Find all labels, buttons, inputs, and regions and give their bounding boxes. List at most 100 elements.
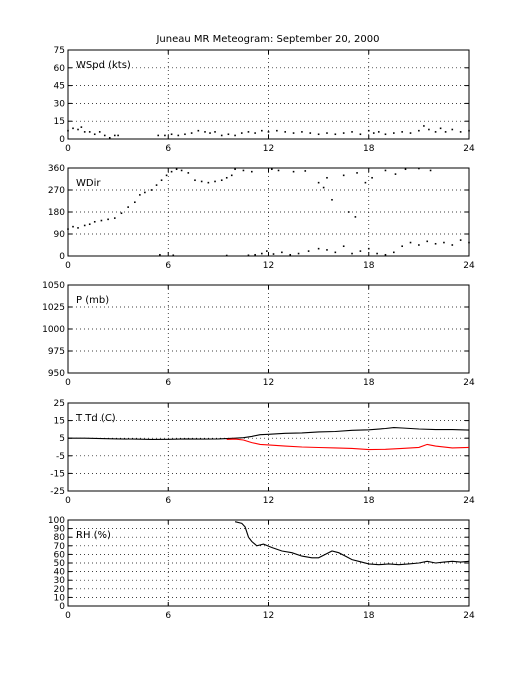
data-point (108, 137, 111, 139)
panel-1: 0 6 12 18 24 0 15 30 45 60 75 WSpd (kts) (54, 46, 475, 154)
data-point (428, 128, 430, 131)
data-point (326, 249, 328, 251)
data-point (423, 125, 425, 127)
data-point (204, 131, 206, 133)
data-point (220, 179, 223, 182)
data-point (331, 198, 333, 201)
data-point (100, 219, 103, 222)
x-tick-label: 18 (363, 378, 375, 388)
y-tick-label: 60 (54, 550, 66, 560)
data-point (234, 134, 236, 137)
x-tick-label: 24 (463, 496, 475, 506)
y-tick-label: 0 (59, 135, 65, 145)
panel-2: 0 6 12 18 24 0 90 180 270 360 WDir (48, 164, 475, 271)
y-tick-label: 1050 (42, 281, 65, 291)
data-point (214, 131, 216, 133)
data-point (240, 132, 243, 134)
y-tick-label: 90 (54, 525, 66, 535)
y-tick-label: 45 (54, 82, 65, 92)
data-point (159, 253, 161, 256)
x-tick-label: 0 (65, 261, 71, 271)
data-point (187, 172, 190, 174)
data-point (334, 251, 337, 254)
y-tick-label: 50 (54, 559, 66, 569)
data-point (342, 132, 345, 134)
y-tick-label: -15 (50, 469, 65, 479)
y-tick-label: 70 (54, 542, 66, 552)
data-point (214, 180, 216, 183)
data-point (266, 250, 268, 252)
data-point (77, 128, 79, 131)
x-tick-label: 24 (463, 144, 475, 154)
data-point (317, 133, 320, 136)
data-point (254, 132, 256, 134)
panel-label: P (mb) (76, 295, 109, 306)
data-point (230, 174, 233, 177)
panel-label: RH (%) (76, 530, 111, 541)
y-tick-label: 90 (54, 230, 66, 240)
data-point (326, 176, 328, 179)
data-point (194, 179, 196, 182)
y-tick-label: 0 (59, 602, 65, 612)
data-point (376, 252, 378, 255)
data-point (83, 131, 86, 133)
x-tick-label: 0 (65, 496, 71, 506)
data-point (117, 134, 119, 137)
data-point (207, 181, 210, 184)
data-point (372, 132, 375, 134)
x-tick-label: 0 (65, 378, 71, 388)
data-point (103, 134, 106, 137)
data-point (409, 132, 412, 134)
data-point (77, 227, 79, 229)
data-point (134, 201, 136, 204)
y-tick-label: 40 (54, 568, 66, 578)
data-point (83, 224, 86, 227)
data-point (354, 216, 357, 218)
data-point (434, 242, 437, 245)
data-point (434, 131, 437, 133)
data-point (67, 129, 69, 132)
data-point (451, 128, 454, 131)
data-point (342, 245, 345, 248)
panel-label: WDir (76, 178, 101, 189)
data-point (289, 253, 292, 256)
data-point (359, 250, 362, 252)
y-tick-label: 60 (54, 64, 66, 74)
y-tick-label: 360 (48, 164, 65, 174)
data-point (401, 245, 403, 248)
data-point (394, 173, 397, 175)
data-point (184, 133, 186, 136)
data-point (292, 132, 295, 134)
series-line-2 (226, 438, 470, 451)
data-point (107, 218, 109, 221)
data-point (367, 129, 370, 132)
x-tick-label: 6 (165, 611, 171, 621)
data-point (139, 194, 141, 196)
data-point (80, 126, 83, 128)
data-point (377, 131, 380, 133)
x-tick-label: 18 (363, 496, 375, 506)
series-line-1 (234, 521, 470, 566)
data-point (209, 132, 211, 134)
y-tick-label: 30 (54, 576, 66, 586)
data-point (418, 167, 420, 170)
data-point (393, 251, 395, 254)
data-point (242, 169, 245, 172)
panel-label: T Td (C) (75, 413, 116, 424)
data-point (175, 168, 178, 171)
data-point (459, 131, 462, 133)
data-point (351, 131, 353, 133)
data-point (72, 127, 74, 130)
data-point (250, 170, 253, 173)
x-tick-label: 24 (463, 378, 475, 388)
data-point (276, 129, 278, 132)
y-tick-label: 5 (59, 434, 65, 444)
data-point (304, 170, 307, 172)
data-point (459, 239, 462, 241)
data-point (227, 133, 230, 136)
data-point (418, 129, 420, 132)
panel-4: 0 6 12 18 24 -25 -15 -5 5 15 25 T Td (C) (50, 399, 475, 506)
data-point (225, 176, 228, 179)
data-point (220, 134, 223, 137)
